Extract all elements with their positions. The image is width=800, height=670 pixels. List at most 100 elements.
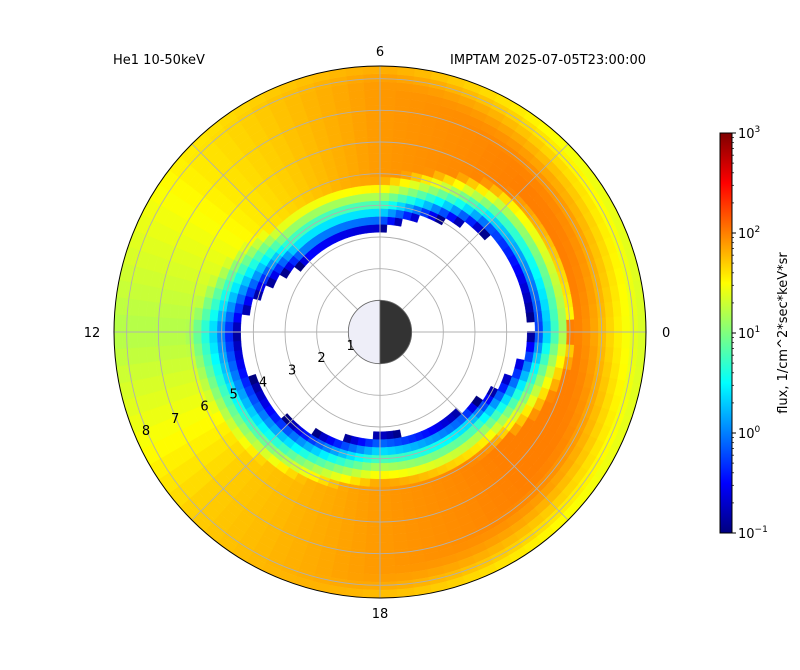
heatmap-cell bbox=[387, 192, 399, 202]
heatmap-cell bbox=[605, 315, 615, 333]
heatmap-cell bbox=[542, 319, 552, 333]
heatmap-cell bbox=[379, 533, 395, 543]
colorbar-gradient bbox=[719, 132, 733, 534]
heatmap-cell bbox=[379, 486, 392, 496]
heatmap-cell bbox=[232, 331, 242, 343]
mlt-tick-label: 0 bbox=[662, 326, 670, 341]
heatmap-cell bbox=[153, 316, 163, 334]
heatmap-cell bbox=[574, 330, 583, 346]
heatmap-cell bbox=[580, 303, 591, 319]
heatmap-cell bbox=[525, 340, 536, 353]
heatmap-cell bbox=[387, 200, 398, 210]
heatmap-cell bbox=[351, 121, 367, 132]
heatmap-cell bbox=[388, 176, 401, 187]
polar-grid bbox=[114, 66, 646, 598]
mlt-tick-label: 6 bbox=[376, 45, 384, 60]
heatmap-cell bbox=[534, 331, 544, 343]
heatmap-cell bbox=[379, 494, 393, 504]
heatmap-cell bbox=[566, 331, 575, 345]
heatmap-cell bbox=[367, 518, 381, 527]
heatmap-cell bbox=[364, 557, 382, 567]
colorbar-tick-label: 100 bbox=[738, 425, 761, 442]
heatmap-cell bbox=[137, 331, 147, 350]
heatmap-cell bbox=[177, 305, 188, 321]
heatmap-cell bbox=[114, 331, 115, 352]
heatmap-cell bbox=[379, 216, 388, 225]
heatmap-cell bbox=[367, 510, 381, 520]
heatmap-cell bbox=[372, 431, 381, 440]
heatmap-cell bbox=[379, 565, 398, 575]
heatmap-cell bbox=[613, 314, 623, 333]
heatmap-cell bbox=[232, 322, 242, 333]
heatmap-cell bbox=[114, 331, 123, 351]
heatmap-cell bbox=[580, 344, 591, 360]
heatmap-cell bbox=[378, 113, 395, 123]
heatmap-cell bbox=[629, 330, 639, 350]
heatmap-cell bbox=[378, 89, 397, 99]
heatmap-cell bbox=[369, 486, 381, 496]
heatmap-cell bbox=[365, 121, 381, 131]
heatmap-cell bbox=[353, 524, 369, 535]
heatmap-cell bbox=[209, 342, 219, 356]
heatmap-cell bbox=[362, 89, 381, 99]
colorbar-tick-label: 101 bbox=[738, 325, 760, 342]
heatmap-cell bbox=[365, 541, 382, 551]
heatmap-cell bbox=[193, 343, 203, 358]
heatmap-cell bbox=[362, 589, 382, 598]
heatmap-cell bbox=[597, 330, 607, 348]
heatmap-cell bbox=[379, 208, 389, 217]
heatmap-cell bbox=[379, 439, 389, 448]
colorbar-tick-label: 102 bbox=[738, 225, 760, 242]
heatmap-cell bbox=[145, 316, 155, 334]
radial-tick-label: 6 bbox=[200, 400, 208, 415]
heatmap-cell bbox=[379, 557, 397, 567]
heatmap-cell bbox=[391, 509, 406, 519]
angular-grid-line bbox=[191, 331, 381, 521]
heatmap-cell bbox=[390, 145, 405, 155]
heatmap-cell bbox=[526, 331, 536, 343]
radial-tick-label: 5 bbox=[230, 388, 238, 403]
heatmap-cell bbox=[637, 330, 646, 350]
heatmap-cell bbox=[360, 469, 372, 480]
colorbar-tick-label: 103 bbox=[738, 125, 760, 142]
heatmap-cell bbox=[355, 509, 370, 519]
flux-heatmap bbox=[114, 66, 646, 598]
heatmap-cell bbox=[364, 105, 381, 115]
angular-grid-line bbox=[379, 331, 569, 521]
heatmap-cell bbox=[209, 309, 219, 323]
heatmap-cell bbox=[363, 97, 381, 107]
heatmap-cell bbox=[361, 462, 373, 472]
heatmap-cell bbox=[364, 438, 374, 448]
heatmap-cell bbox=[224, 331, 234, 343]
heatmap-cell bbox=[541, 308, 551, 322]
radial-tick-label: 2 bbox=[317, 351, 325, 366]
heatmap-cell bbox=[379, 510, 394, 520]
heatmap-cell bbox=[379, 184, 390, 194]
heatmap-cell bbox=[393, 532, 409, 543]
heatmap-cell bbox=[379, 137, 393, 146]
heatmap-cell bbox=[379, 478, 391, 488]
heatmap-cell bbox=[549, 342, 559, 356]
heatmap-cell bbox=[379, 549, 396, 559]
heatmap-cell bbox=[390, 493, 404, 503]
heatmap-cell bbox=[366, 144, 381, 154]
heatmap-cell bbox=[368, 168, 381, 178]
heatmap-cell bbox=[379, 526, 395, 535]
heatmap-cell bbox=[193, 307, 203, 322]
heatmap-cell bbox=[379, 470, 391, 480]
colorbar-ticks: 10−1 100 101 102 103 bbox=[732, 125, 768, 542]
heatmap-cell bbox=[542, 331, 552, 344]
polar-frame bbox=[113, 65, 647, 599]
heatmap-cell bbox=[361, 597, 382, 598]
heatmap-cell bbox=[379, 502, 393, 512]
heatmap-cell bbox=[129, 315, 139, 334]
heatmap-cell bbox=[386, 208, 397, 218]
heatmap-cell bbox=[621, 330, 631, 349]
heatmap-cell bbox=[613, 330, 623, 349]
heatmap-cell bbox=[379, 447, 389, 456]
heatmap-cell bbox=[370, 192, 381, 202]
heatmap-cell bbox=[356, 161, 370, 171]
heatmap-cell bbox=[169, 345, 180, 361]
